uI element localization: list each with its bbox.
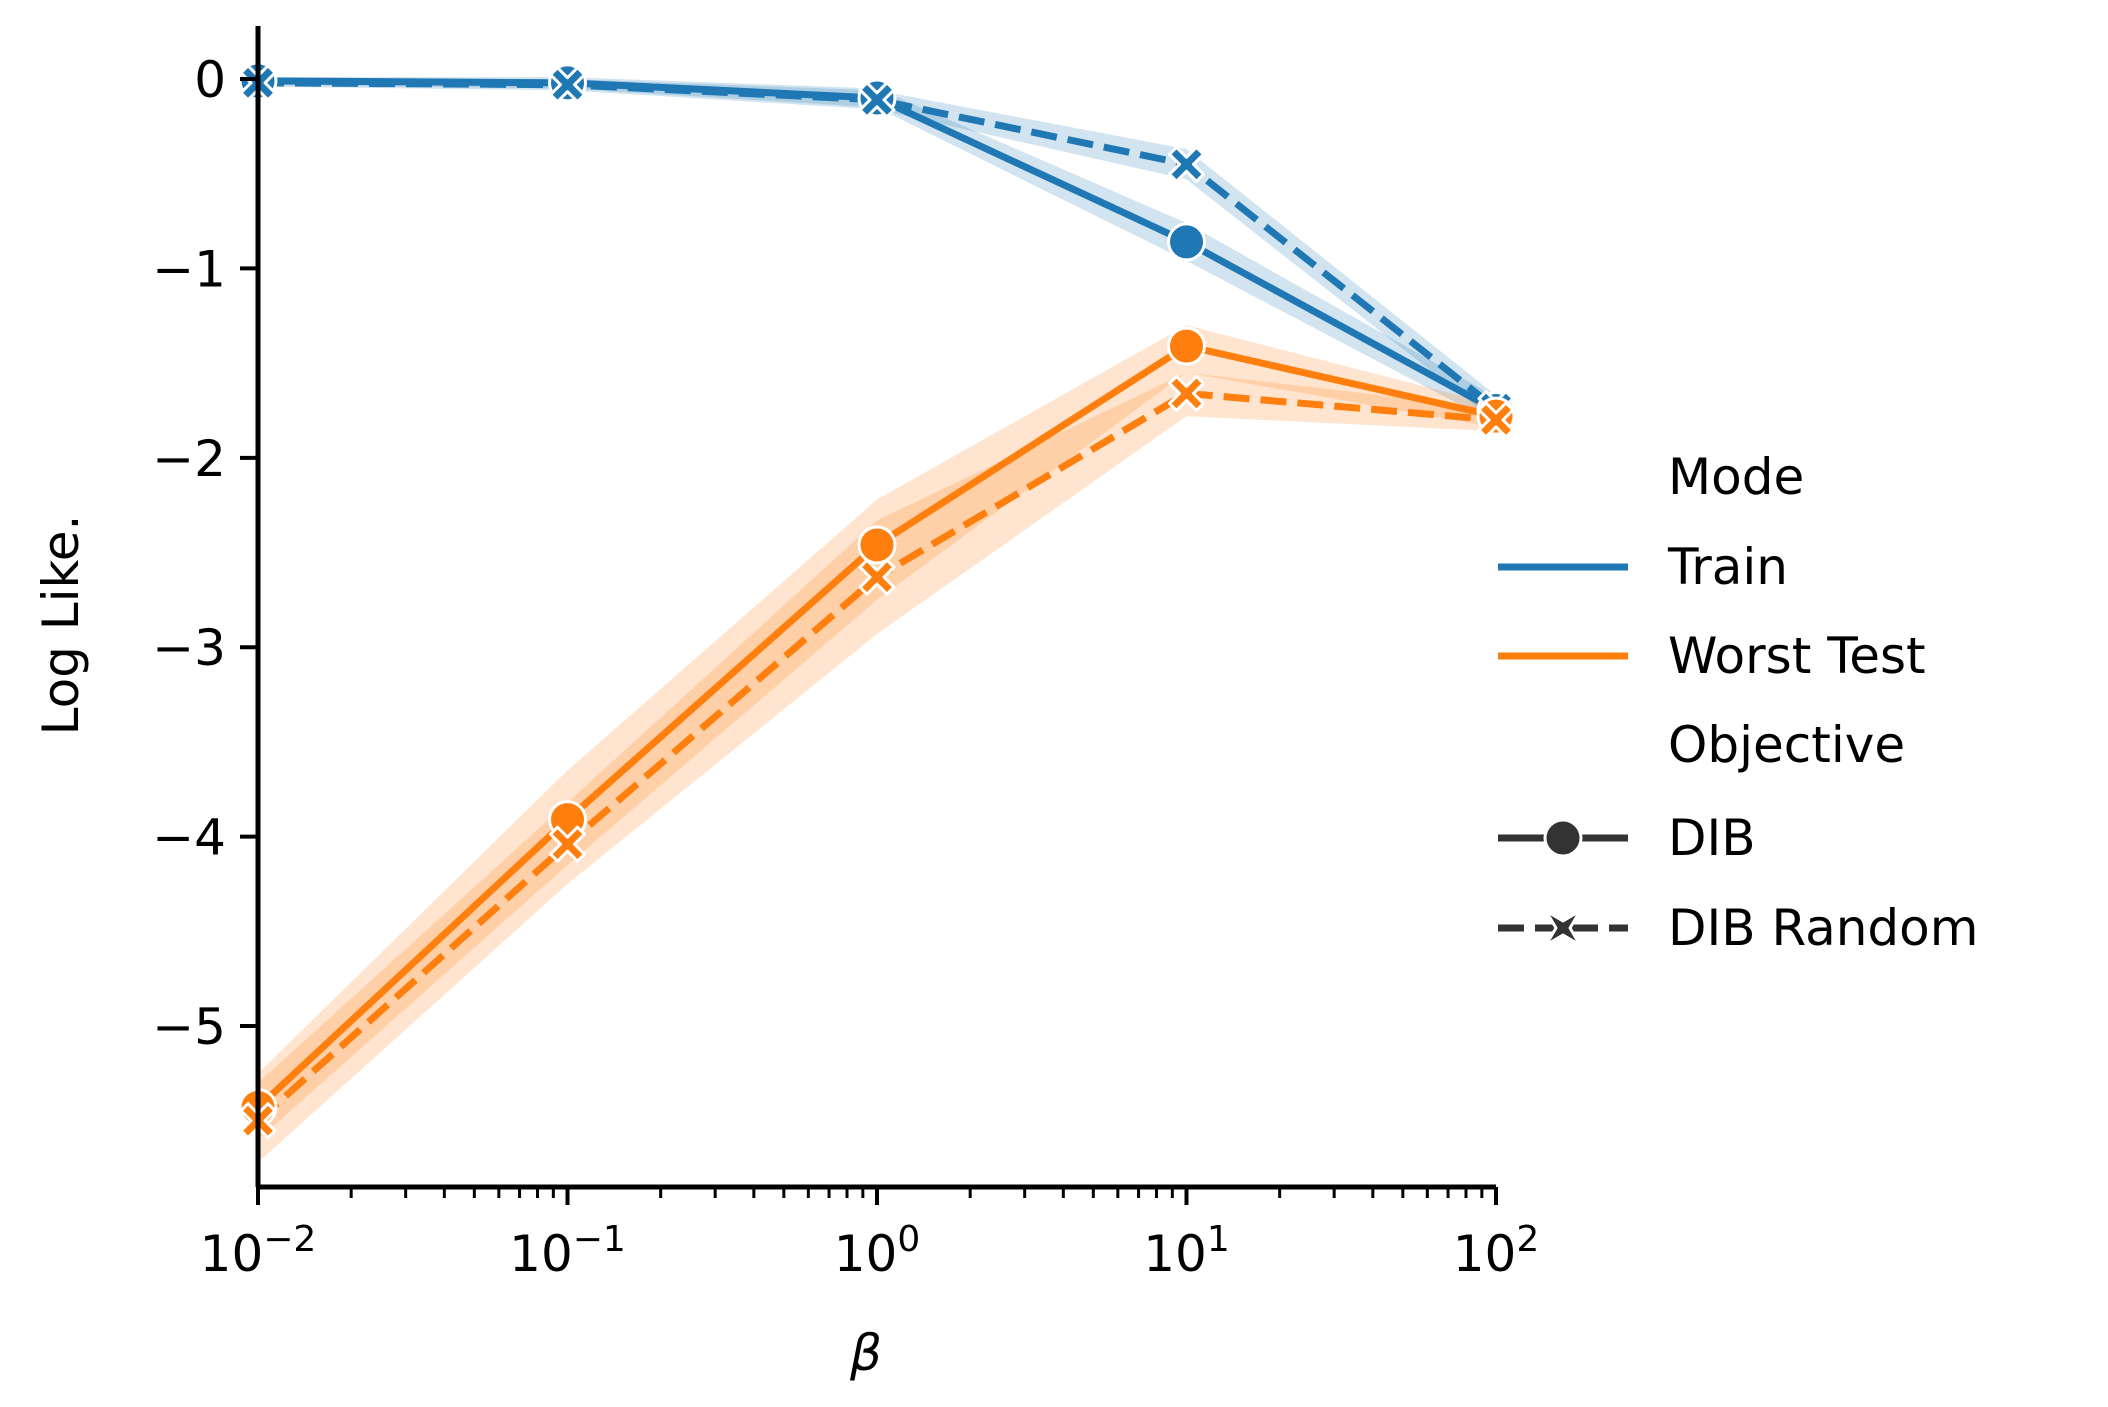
data-point-3-2 <box>858 558 896 596</box>
legend-label-train: Train <box>1667 538 1788 596</box>
y-tick-label-0: 0 <box>194 51 226 109</box>
y-tick-label-5: −5 <box>152 998 226 1056</box>
x-tick-label-4: 102 <box>1453 1219 1540 1283</box>
legend-title-objective: Objective <box>1668 716 1905 774</box>
y-tick-label-3: −3 <box>152 619 226 677</box>
legend-title-mode: Mode <box>1668 448 1804 506</box>
data-point-1-3 <box>1168 145 1205 183</box>
tick-marks <box>240 77 1498 1205</box>
data-point-2-3 <box>1167 326 1206 366</box>
x-tick-label-1: 10−1 <box>509 1219 626 1283</box>
data-point-1-1 <box>549 66 586 104</box>
legend-label-dib: DIB <box>1668 809 1756 867</box>
series-markers <box>238 61 1516 1140</box>
legend: Mode Train Worst Test Objective DIB DIB … <box>1498 448 1978 957</box>
x-tick-label-3: 101 <box>1143 1219 1230 1283</box>
y-tick-label-4: −4 <box>152 809 226 867</box>
legend-label-dib-random: DIB Random <box>1668 899 1978 957</box>
series-line-1 <box>257 79 1499 412</box>
y-axis-label: Log Like. <box>32 515 90 736</box>
legend-marker-dib-random <box>1544 909 1582 947</box>
data-point-3-1 <box>549 825 586 863</box>
data-point-0-3 <box>1167 222 1206 262</box>
data-point-2-2 <box>857 525 897 565</box>
data-point-3-3 <box>1168 374 1205 412</box>
y-tick-label-2: −2 <box>152 430 226 488</box>
legend-label-worst-test: Worst Test <box>1668 627 1926 685</box>
data-point-3-4 <box>1477 401 1515 439</box>
legend-marker-dib <box>1543 818 1583 858</box>
x-tick-label-2: 100 <box>834 1219 921 1283</box>
x-tick-label-0: 10−2 <box>200 1219 317 1283</box>
x-axis-label: β <box>849 1324 882 1382</box>
data-point-1-2 <box>858 81 896 119</box>
y-tick-label-1: −1 <box>152 240 226 298</box>
tick-labels: 0 −1 −2 −3 −4 −5 10−2 10−1 100 101 102 <box>152 51 1539 1283</box>
